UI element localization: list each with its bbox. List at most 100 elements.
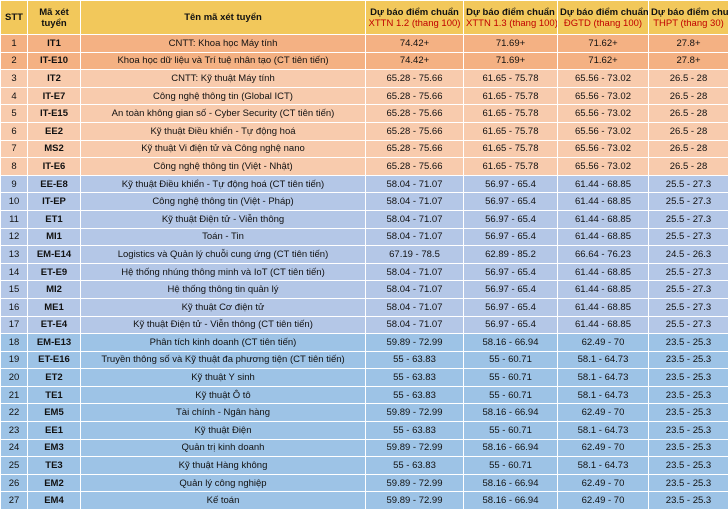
cell-code: MS2 xyxy=(28,140,81,158)
cell-code: ET-E16 xyxy=(28,351,81,369)
cell-score-xttn13: 55 - 60.71 xyxy=(464,457,558,475)
cell-score-xttn13: 61.65 - 75.78 xyxy=(464,105,558,123)
cell-score-xttn13: 56.97 - 65.4 xyxy=(464,228,558,246)
cell-score-xttn12: 65.28 - 75.66 xyxy=(366,140,464,158)
cell-code: IT-E15 xyxy=(28,105,81,123)
cell-code: IT-E7 xyxy=(28,87,81,105)
cell-score-xttn13: 61.65 - 75.78 xyxy=(464,122,558,140)
cell-score-dgtd: 65.56 - 73.02 xyxy=(558,87,649,105)
cell-stt: 21 xyxy=(1,386,28,404)
cell-score-xttn13: 56.97 - 65.4 xyxy=(464,210,558,228)
cell-stt: 20 xyxy=(1,369,28,387)
cell-score-dgtd: 65.56 - 73.02 xyxy=(558,158,649,176)
cell-name: Hệ thống thông tin quản lý xyxy=(81,281,366,299)
cell-score-dgtd: 58.1 - 64.73 xyxy=(558,369,649,387)
cell-score-thpt: 25.5 - 27.3 xyxy=(649,228,728,246)
cell-score-xttn12: 58.04 - 71.07 xyxy=(366,193,464,211)
cell-score-thpt: 23.5 - 25.3 xyxy=(649,369,728,387)
cell-score-thpt: 23.5 - 25.3 xyxy=(649,422,728,440)
header-score-xttn13-label: XTTN 1.3 (thang 100) xyxy=(466,18,555,29)
cell-code: EM2 xyxy=(28,474,81,492)
cell-score-dgtd: 61.44 - 68.85 xyxy=(558,263,649,281)
cell-code: IT-E6 xyxy=(28,158,81,176)
cell-name: Kỹ thuật Y sinh xyxy=(81,369,366,387)
cell-score-xttn12: 58.04 - 71.07 xyxy=(366,228,464,246)
cell-code: EE1 xyxy=(28,422,81,440)
cell-score-dgtd: 61.44 - 68.85 xyxy=(558,316,649,334)
cell-score-xttn13: 61.65 - 75.78 xyxy=(464,70,558,88)
cell-code: EM-E14 xyxy=(28,246,81,264)
cell-score-thpt: 26.5 - 28 xyxy=(649,70,728,88)
cell-score-thpt: 26.5 - 28 xyxy=(649,140,728,158)
cell-score-xttn12: 58.04 - 71.07 xyxy=(366,263,464,281)
cell-name: Công nghệ thông tin (Việt - Nhật) xyxy=(81,158,366,176)
cell-score-dgtd: 61.44 - 68.85 xyxy=(558,175,649,193)
header-score-prefix: Dự báo điểm chuẩn xyxy=(651,7,726,18)
cell-score-thpt: 25.5 - 27.3 xyxy=(649,263,728,281)
cell-stt: 22 xyxy=(1,404,28,422)
cell-score-xttn13: 58.16 - 66.94 xyxy=(464,439,558,457)
cell-score-xttn12: 65.28 - 75.66 xyxy=(366,122,464,140)
cell-score-thpt: 23.5 - 25.3 xyxy=(649,334,728,352)
cell-score-xttn12: 74.42+ xyxy=(366,35,464,53)
cell-score-xttn12: 59.89 - 72.99 xyxy=(366,334,464,352)
cell-score-dgtd: 62.49 - 70 xyxy=(558,439,649,457)
cell-name: An toàn không gian số - Cyber Security (… xyxy=(81,105,366,123)
cell-score-thpt: 26.5 - 28 xyxy=(649,158,728,176)
cell-stt: 4 xyxy=(1,87,28,105)
cell-stt: 13 xyxy=(1,246,28,264)
cell-stt: 1 xyxy=(1,35,28,53)
cell-score-xttn12: 59.89 - 72.99 xyxy=(366,404,464,422)
cell-score-xttn12: 58.04 - 71.07 xyxy=(366,281,464,299)
cell-score-xttn12: 55 - 63.83 xyxy=(366,386,464,404)
header-score-xttn13: Dự báo điểm chuẩn XTTN 1.3 (thang 100) xyxy=(464,1,558,35)
cell-score-xttn13: 56.97 - 65.4 xyxy=(464,175,558,193)
cell-name: Hệ thống nhúng thông minh và IoT (CT tiê… xyxy=(81,263,366,281)
cell-score-dgtd: 62.49 - 70 xyxy=(558,404,649,422)
cell-code: ME1 xyxy=(28,298,81,316)
cell-stt: 24 xyxy=(1,439,28,457)
cell-score-dgtd: 62.49 - 70 xyxy=(558,474,649,492)
cell-score-thpt: 23.5 - 25.3 xyxy=(649,474,728,492)
cell-score-dgtd: 58.1 - 64.73 xyxy=(558,457,649,475)
cell-score-xttn12: 58.04 - 71.07 xyxy=(366,316,464,334)
cell-score-thpt: 26.5 - 28 xyxy=(649,105,728,123)
cell-name: Toán - Tin xyxy=(81,228,366,246)
cell-score-xttn12: 58.04 - 71.07 xyxy=(366,210,464,228)
cell-score-xttn12: 58.04 - 71.07 xyxy=(366,298,464,316)
cell-code: ET-E9 xyxy=(28,263,81,281)
cell-code: TE3 xyxy=(28,457,81,475)
cell-score-xttn12: 55 - 63.83 xyxy=(366,369,464,387)
cell-stt: 7 xyxy=(1,140,28,158)
cell-score-dgtd: 65.56 - 73.02 xyxy=(558,105,649,123)
cell-name: Kỹ thuật Điều khiển - Tự động hoá (CT ti… xyxy=(81,175,366,193)
cell-name: Kỹ thuật Hàng không xyxy=(81,457,366,475)
header-stt: STT xyxy=(1,1,28,35)
cell-score-thpt: 23.5 - 25.3 xyxy=(649,457,728,475)
cell-stt: 16 xyxy=(1,298,28,316)
cell-stt: 17 xyxy=(1,316,28,334)
cell-score-dgtd: 66.64 - 76.23 xyxy=(558,246,649,264)
cell-name: CNTT: Khoa học Máy tính xyxy=(81,35,366,53)
cell-score-xttn13: 56.97 - 65.4 xyxy=(464,281,558,299)
cell-code: IT-E10 xyxy=(28,52,81,70)
cell-stt: 10 xyxy=(1,193,28,211)
header-score-xttn12: Dự báo điểm chuẩn XTTN 1.2 (thang 100) xyxy=(366,1,464,35)
cell-score-xttn12: 55 - 63.83 xyxy=(366,422,464,440)
cell-score-xttn13: 61.65 - 75.78 xyxy=(464,140,558,158)
cell-stt: 5 xyxy=(1,105,28,123)
cell-score-thpt: 23.5 - 25.3 xyxy=(649,386,728,404)
